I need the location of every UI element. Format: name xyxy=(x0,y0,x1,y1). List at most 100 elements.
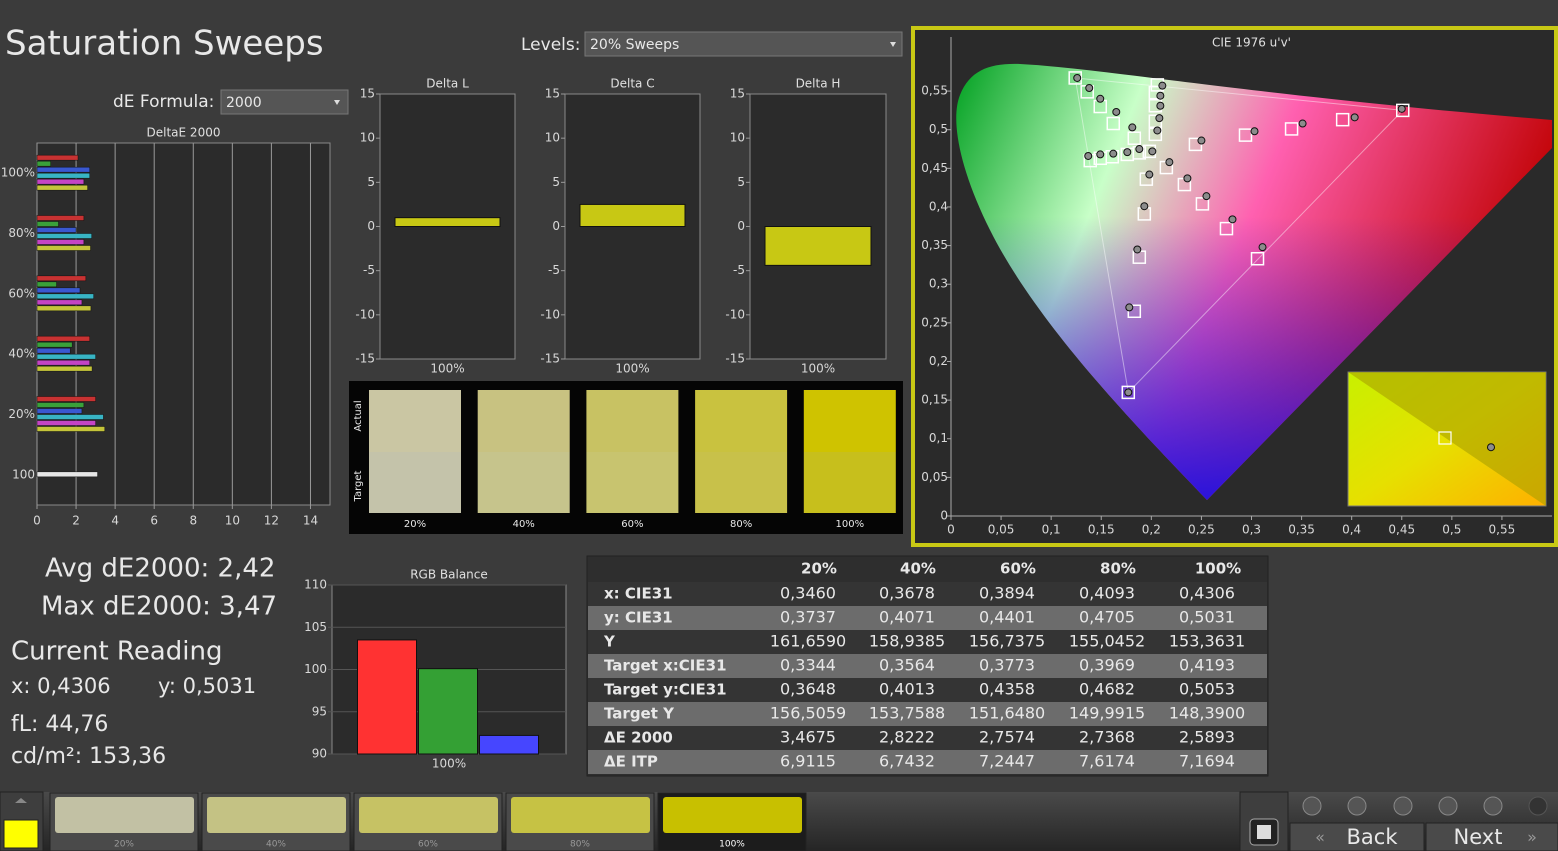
y-tick-label: 0 xyxy=(367,219,375,233)
y-tick-label: 0,4 xyxy=(929,199,948,213)
back-button[interactable] xyxy=(1289,822,1425,851)
measured-marker xyxy=(1112,107,1121,116)
measured-marker xyxy=(1124,388,1133,397)
avg-de: Avg dE2000: 2,42 xyxy=(45,554,275,584)
refresh-icon[interactable] xyxy=(1483,796,1503,816)
measured-marker xyxy=(1140,202,1149,211)
measured-marker xyxy=(1148,147,1157,156)
bar xyxy=(36,471,98,478)
table-cell: 0,3737 xyxy=(780,608,836,627)
x-tick-label: 0,3 xyxy=(1242,523,1261,537)
row-label: Target y:CIE31 xyxy=(604,681,727,699)
x-tick-label: 0 xyxy=(947,523,955,537)
measured-marker xyxy=(1298,119,1307,128)
inset-target-marker xyxy=(1438,431,1452,445)
bar xyxy=(36,275,87,282)
target-swatch xyxy=(477,452,570,513)
gamut xyxy=(956,63,1552,500)
measured-marker xyxy=(1258,243,1267,252)
target-label: Target xyxy=(353,470,364,502)
table-cell: 153,7588 xyxy=(869,704,945,723)
footer-swatch-label: 80% xyxy=(570,840,590,850)
next-arrow: » xyxy=(1527,828,1537,847)
stop-icon xyxy=(1257,825,1271,839)
table-cell: 158,9385 xyxy=(869,632,945,651)
y-tick-label: 5 xyxy=(737,175,745,189)
y-tick-label: -10 xyxy=(725,307,745,321)
measured-marker xyxy=(1158,81,1167,90)
range-icon[interactable] xyxy=(1393,796,1413,816)
row-label: y: CIE31 xyxy=(604,609,673,627)
x-tick-label: 0 xyxy=(33,514,41,528)
y-tick-label: -15 xyxy=(540,352,560,366)
y-tick-label: 0,25 xyxy=(921,315,948,329)
bar xyxy=(764,226,872,266)
x-tick-label: 0,1 xyxy=(1042,523,1061,537)
record-icon[interactable] xyxy=(1302,796,1322,816)
y-tick-label: 80% xyxy=(8,226,35,240)
plot-area xyxy=(36,142,331,506)
table-cell: 156,5059 xyxy=(770,704,846,723)
y-tick-label: -15 xyxy=(355,352,375,366)
bar xyxy=(36,305,92,312)
row-label: ΔE ITP xyxy=(604,753,658,771)
table-cell: 2,5893 xyxy=(1179,728,1235,747)
next-label: Next xyxy=(1454,825,1503,849)
x-tick-label: 6 xyxy=(150,514,158,528)
y-tick-label: -5 xyxy=(733,263,745,277)
play-icon[interactable] xyxy=(1347,796,1367,816)
levels-dropdown[interactable] xyxy=(584,31,903,57)
x-tick-label: 0,35 xyxy=(1288,523,1315,537)
bar xyxy=(36,414,104,420)
x-tick-label: 0,5 xyxy=(1442,523,1461,537)
bar xyxy=(36,365,93,372)
page-title: Saturation Sweeps xyxy=(5,24,324,64)
bar xyxy=(36,359,90,366)
bar xyxy=(479,734,539,755)
bar xyxy=(36,172,90,179)
footer-swatch-label: 100% xyxy=(719,840,745,850)
target-swatch xyxy=(586,452,679,513)
y-tick-label: -5 xyxy=(363,263,375,277)
table-row xyxy=(588,726,1267,750)
loop-icon[interactable] xyxy=(1438,796,1458,816)
de-formula-label: dE Formula: xyxy=(113,92,214,112)
bar xyxy=(579,203,686,228)
chart-title: DeltaE 2000 xyxy=(147,126,221,140)
table-cell: 0,3564 xyxy=(879,656,935,675)
y-tick-label: 60% xyxy=(8,286,35,300)
footer-swatch xyxy=(55,797,194,833)
y-tick-label: 0 xyxy=(940,509,948,523)
y-tick-label: 0,45 xyxy=(921,161,948,175)
row-label: x: CIE31 xyxy=(604,585,673,603)
bar xyxy=(36,353,96,360)
table-row xyxy=(588,582,1267,606)
bar xyxy=(36,281,57,288)
reading-y: y: 0,5031 xyxy=(158,674,256,698)
bar xyxy=(36,396,96,402)
target-swatch xyxy=(803,452,896,513)
settings-icon[interactable] xyxy=(1528,796,1548,816)
table-header: 80% xyxy=(1100,560,1136,578)
y-tick-label: 0,1 xyxy=(929,431,948,445)
footer-swatch-label: 40% xyxy=(266,840,286,850)
y-tick-label: -15 xyxy=(725,352,745,366)
swatch-label: 40% xyxy=(513,519,535,530)
chart-title: Delta C xyxy=(610,77,654,91)
measured-marker xyxy=(1096,150,1105,159)
footer-swatch xyxy=(511,797,650,833)
table-cell: 153,3631 xyxy=(1169,632,1245,651)
y-tick-label: -10 xyxy=(540,307,560,321)
de-formula-dropdown[interactable] xyxy=(220,89,349,115)
y-tick-label: 0,55 xyxy=(921,84,948,98)
bar xyxy=(36,347,71,354)
table-cell: 0,4093 xyxy=(1079,584,1135,603)
next-button[interactable] xyxy=(1425,822,1558,851)
y-tick-label: 0,05 xyxy=(921,470,948,484)
table-cell: 2,7368 xyxy=(1079,728,1135,747)
chart-title: Delta H xyxy=(796,77,841,91)
table-header: 60% xyxy=(1000,560,1036,578)
x-tick-label: 0,15 xyxy=(1088,523,1115,537)
y-tick-label: 0,5 xyxy=(929,122,948,136)
